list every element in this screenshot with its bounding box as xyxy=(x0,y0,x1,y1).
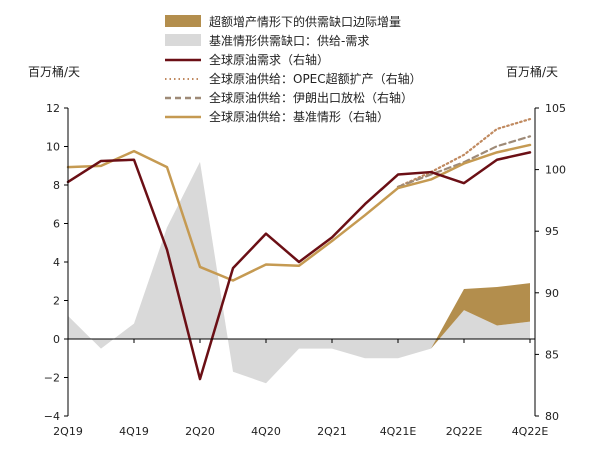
axes: −4 −2 0 2 4 6 8 10 12 80 85 90 95 100 105 2Q19 4Q19 2Q20 4… xyxy=(44,102,566,438)
right-axis-unit: 百万桶/天 xyxy=(506,64,558,79)
x-tick-label: 2Q20 xyxy=(185,425,215,438)
x-tick-label: 4Q22E xyxy=(512,425,549,438)
right-tick-label: 80 xyxy=(545,410,559,423)
legend-label: 超额增产情形下的供需缺口边际增量 xyxy=(209,14,401,29)
left-tick-label: 12 xyxy=(46,102,60,115)
right-tick-label: 100 xyxy=(545,164,566,177)
left-tick-label: 2 xyxy=(53,295,60,308)
series-gap_extra xyxy=(431,283,530,349)
legend-label: 全球原油供给：伊朗出口放松（右轴） xyxy=(209,90,413,105)
x-tick-label: 2Q19 xyxy=(53,425,83,438)
x-tick-label: 4Q21E xyxy=(380,425,417,438)
series-gap_base xyxy=(68,161,530,384)
legend-label: 基准情形供需缺口：供给-需求 xyxy=(209,33,369,48)
left-tick-label: 10 xyxy=(46,141,60,154)
legend-swatch xyxy=(165,15,201,27)
right-tick-label: 85 xyxy=(545,348,559,361)
right-tick-label: 105 xyxy=(545,102,566,115)
series-supply_base xyxy=(66,143,532,282)
legend-label: 全球原油需求（右轴） xyxy=(209,52,329,67)
series-supply_opec xyxy=(396,117,532,188)
legend-item: 全球原油供给：OPEC超额扩产（右轴） xyxy=(165,71,422,86)
legend-item: 全球原油供给：伊朗出口放松（右轴） xyxy=(165,90,413,105)
left-tick-label: 6 xyxy=(53,218,60,231)
series-supply_iran xyxy=(396,135,532,188)
legend-label: 全球原油供给：基准情形（右轴） xyxy=(209,109,389,124)
x-tick-label: 4Q20 xyxy=(251,425,281,438)
left-axis-unit: 百万桶/天 xyxy=(28,64,80,79)
right-tick-label: 90 xyxy=(545,287,559,300)
x-tick-label: 2Q21 xyxy=(317,425,347,438)
left-tick-label: 4 xyxy=(53,256,60,269)
legend-item: 基准情形供需缺口：供给-需求 xyxy=(165,33,369,48)
legend-label: 全球原油供给：OPEC超额扩产（右轴） xyxy=(209,71,422,86)
left-tick-label: 0 xyxy=(53,333,60,346)
legend-item: 全球原油需求（右轴） xyxy=(165,52,329,67)
left-tick-label: −4 xyxy=(44,410,60,423)
x-tick-label: 2Q22E xyxy=(446,425,483,438)
legend-item: 超额增产情形下的供需缺口边际增量 xyxy=(165,14,401,29)
right-tick-label: 95 xyxy=(545,225,559,238)
left-tick-label: 8 xyxy=(53,179,60,192)
x-tick-label: 4Q19 xyxy=(119,425,149,438)
legend-swatch xyxy=(165,34,201,46)
plot-area xyxy=(66,117,532,384)
series-demand xyxy=(66,151,532,381)
legend-item: 全球原油供给：基准情形（右轴） xyxy=(165,109,389,124)
left-tick-label: −2 xyxy=(44,372,60,385)
legend: 超额增产情形下的供需缺口边际增量基准情形供需缺口：供给-需求全球原油需求（右轴）… xyxy=(165,14,422,124)
